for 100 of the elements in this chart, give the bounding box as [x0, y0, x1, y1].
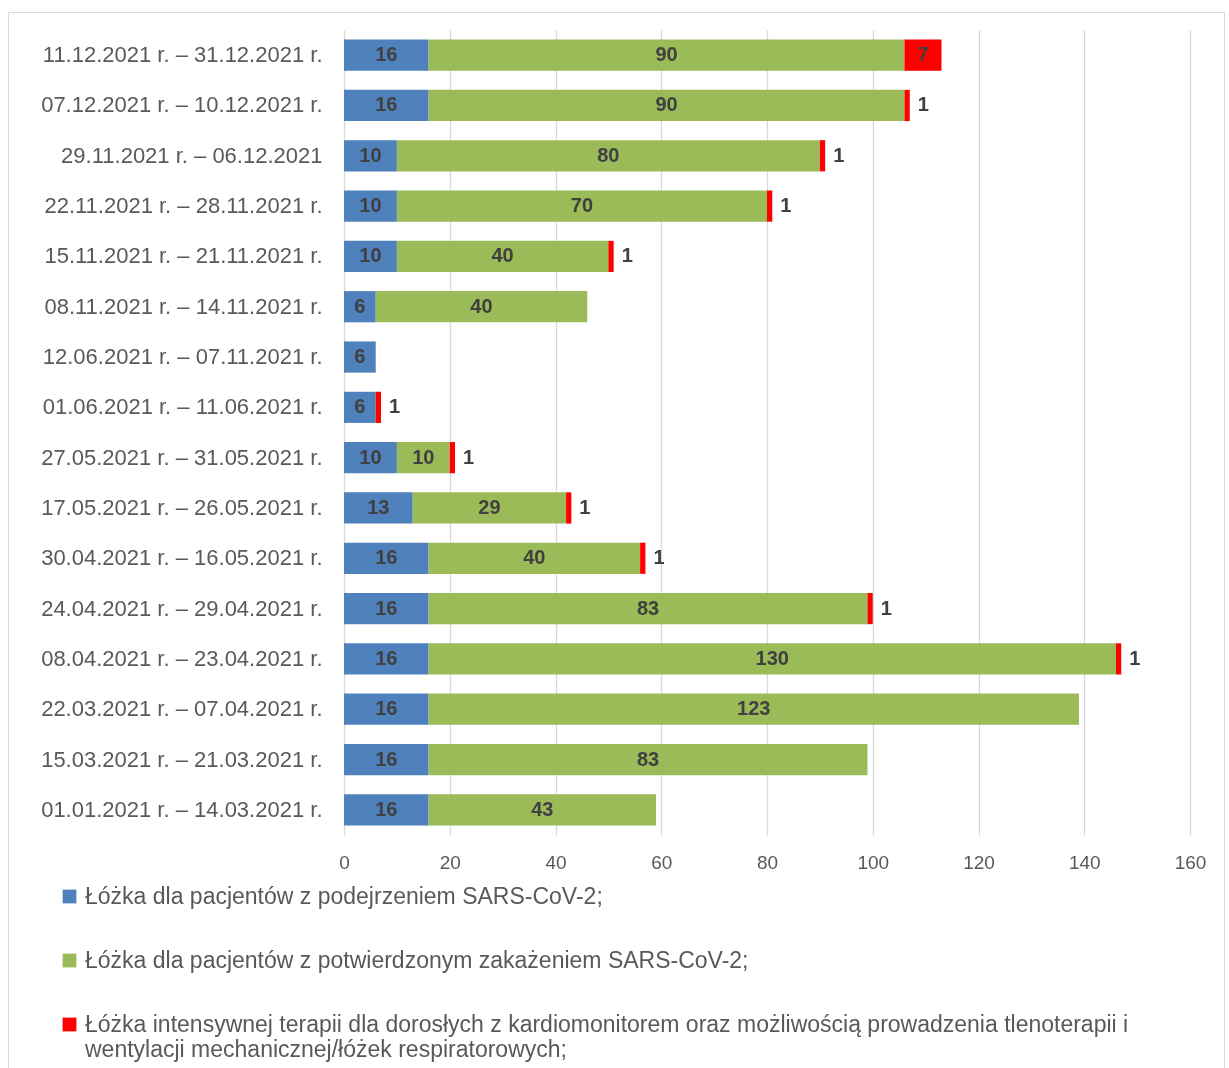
- bar: [428, 794, 656, 826]
- data-label: 6: [354, 294, 366, 317]
- x-tick-label: 120: [963, 851, 995, 873]
- y-tick-label: 17.05.2021 r. – 26.05.2021 r.: [41, 494, 323, 520]
- data-label: 40: [491, 244, 514, 267]
- bar: [904, 39, 942, 71]
- bar: [428, 39, 905, 71]
- bar: [344, 542, 429, 574]
- bar: [566, 492, 572, 524]
- y-tick-label: 01.06.2021 r. – 11.06.2021 r.: [42, 394, 323, 420]
- legend-label: Łóżka intensywnej terapii dla dorosłych z kardiomonitorem oraz możliwością prowadzenia tlenoterapii i wentylacji mechanicznej/łóżek respiratorowych;: [84, 1010, 1129, 1062]
- y-tick-label: 29.11.2021 r. – 06.12.2021: [61, 142, 323, 168]
- bar: [396, 240, 609, 272]
- bar: [396, 190, 767, 222]
- data-label: 43: [531, 797, 554, 820]
- bar: [344, 39, 429, 71]
- bar: [904, 89, 910, 122]
- data-label: 16: [375, 747, 398, 770]
- bar: [344, 593, 429, 625]
- data-label: 83: [636, 596, 660, 619]
- data-label: 13: [367, 495, 390, 518]
- y-tick-label: 27.05.2021 r. – 31.05.2021 r.: [41, 444, 323, 470]
- data-label: 16: [375, 797, 398, 820]
- data-label: 1: [780, 194, 792, 217]
- y-tick-label: 12.06.2021 r. – 07.11.2021 r.: [42, 344, 323, 370]
- data-label: 6: [354, 395, 366, 418]
- bar: [344, 89, 429, 122]
- data-label: 10: [412, 445, 435, 468]
- data-label: 70: [570, 194, 594, 217]
- x-tick-label: 140: [1068, 851, 1101, 873]
- data-label: 16: [375, 43, 398, 66]
- data-label: 83: [636, 747, 660, 770]
- bar: [819, 140, 826, 172]
- data-label: 1: [653, 546, 665, 569]
- data-label: 29: [478, 495, 501, 518]
- data-label: 40: [470, 294, 493, 317]
- x-tick-label: 20: [439, 851, 461, 873]
- x-tick-label: 100: [857, 851, 890, 873]
- bar: [344, 743, 429, 776]
- bar: [344, 492, 413, 524]
- y-tick-label: 07.12.2021 r. – 10.12.2021 r.: [41, 92, 323, 118]
- data-label: 90: [655, 43, 678, 66]
- bar: [428, 693, 1079, 725]
- data-label: 130: [755, 646, 789, 669]
- x-tick-label: 0: [339, 851, 350, 873]
- data-label: 16: [375, 596, 398, 619]
- data-label: 1: [621, 244, 633, 267]
- bar: [344, 794, 429, 826]
- bar: [344, 341, 376, 373]
- bar: [344, 693, 429, 725]
- x-tick-label: 80: [756, 851, 779, 873]
- data-label: 16: [375, 697, 398, 720]
- data-label: 40: [523, 546, 546, 569]
- x-tick-label: 60: [651, 851, 673, 873]
- y-tick-label: 22.11.2021 r. – 28.11.2021 r.: [44, 193, 323, 219]
- bar: [396, 140, 820, 172]
- bar: [867, 593, 873, 625]
- bar: [428, 743, 868, 776]
- data-label: 10: [359, 194, 382, 217]
- data-label: 90: [655, 93, 678, 116]
- data-label: 6: [354, 345, 366, 368]
- data-label: 16: [375, 546, 398, 569]
- legend-label: Łóżka dla pacjentów z potwierdzonym zakażeniem SARS-CoV-2;: [85, 946, 749, 973]
- bar: [640, 542, 646, 574]
- bar: [428, 542, 641, 574]
- x-tick-label: 40: [545, 851, 567, 873]
- data-label: 1: [917, 93, 929, 116]
- y-tick-label: 08.04.2021 r. – 23.04.2021 r.: [41, 645, 323, 671]
- bar: [428, 89, 905, 122]
- bar: [1115, 643, 1122, 675]
- data-label: 1: [880, 596, 892, 619]
- y-tick-label: 22.03.2021 r. – 07.04.2021 r.: [41, 696, 323, 722]
- data-label: 10: [359, 244, 382, 267]
- bar: [767, 190, 773, 222]
- bar: [428, 643, 1116, 675]
- data-label: 1: [1129, 646, 1141, 669]
- bar: [375, 291, 588, 323]
- data-label: 1: [389, 395, 401, 418]
- data-label: 80: [597, 143, 620, 166]
- bar: [449, 442, 456, 474]
- data-label: 1: [463, 445, 475, 468]
- y-tick-label: 24.04.2021 r. – 29.04.2021 r.: [41, 595, 323, 621]
- bar: [608, 240, 614, 272]
- data-label: 123: [737, 697, 771, 720]
- y-tick-label: 15.11.2021 r. – 21.11.2021 r.: [44, 243, 323, 269]
- bar: [344, 643, 429, 675]
- data-label: 16: [375, 646, 398, 669]
- y-tick-label: 01.01.2021 r. – 14.03.2021 r.: [41, 796, 323, 822]
- data-label: 16: [375, 93, 398, 116]
- bar: [428, 593, 868, 625]
- y-tick-label: 15.03.2021 r. – 21.03.2021 r.: [41, 746, 323, 772]
- data-label: 7: [917, 43, 929, 66]
- data-label: 10: [359, 445, 382, 468]
- bar: [412, 492, 567, 524]
- data-label: 1: [833, 143, 845, 166]
- x-tick-label: 160: [1174, 851, 1207, 873]
- bar: [344, 190, 397, 222]
- y-tick-label: 30.04.2021 r. – 16.05.2021 r.: [41, 545, 323, 571]
- data-label: 10: [359, 143, 382, 166]
- legend-label: Łóżka dla pacjentów z podejrzeniem SARS-CoV-2;: [85, 882, 603, 909]
